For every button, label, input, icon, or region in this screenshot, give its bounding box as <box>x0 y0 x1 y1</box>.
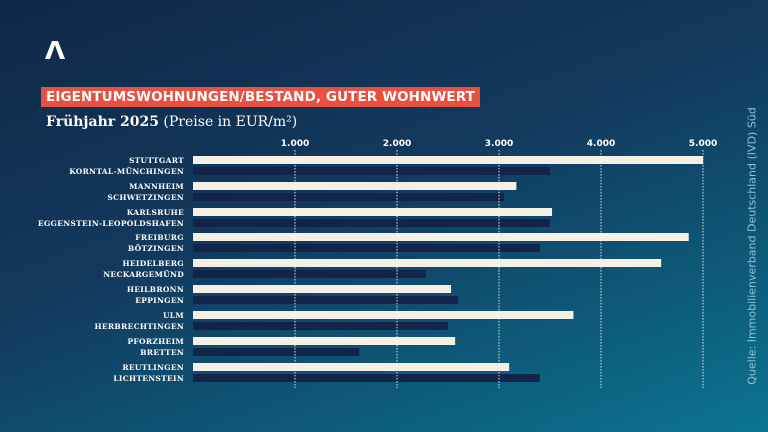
bar-label: HERBRECHTINGEN <box>94 322 184 331</box>
bar-label: REUTLINGEN <box>122 363 184 372</box>
bar-surrounding <box>193 270 426 278</box>
bar-surrounding <box>193 244 540 252</box>
bar-label: LICHTENSTEIN <box>113 374 184 383</box>
bar-city <box>193 363 510 371</box>
bar-label: BRETTEN <box>140 348 184 357</box>
bar-label: KARLSRUHE <box>127 208 184 217</box>
bar-surrounding <box>193 374 540 382</box>
bar-label: BÖTZINGEN <box>128 244 184 253</box>
bar-city <box>193 337 456 345</box>
x-tick-label: 3.000 <box>485 139 513 149</box>
bar-label: HEIDELBERG <box>123 259 185 268</box>
bar-city <box>193 311 574 319</box>
bar-label: HEILBRONN <box>127 285 184 294</box>
bar-label: EPPINGEN <box>135 296 184 305</box>
bar-surrounding <box>193 219 550 227</box>
bar-label: EGGENSTEIN-LEOPOLDSHAFEN <box>38 219 184 228</box>
chart-title: EIGENTUMSWOHNUNGEN/BESTAND, GUTER WOHNWE… <box>41 87 480 107</box>
bar-surrounding <box>193 296 459 304</box>
bar-city <box>193 156 703 164</box>
bar-city <box>193 285 452 293</box>
bar-city <box>193 182 517 190</box>
x-tick-label: 4.000 <box>587 139 615 149</box>
bar-surrounding <box>193 167 550 175</box>
x-tick-label: 2.000 <box>383 139 411 149</box>
subtitle-period: Frühjahr 2025 <box>46 114 159 130</box>
chart-subtitle: Frühjahr 2025 (Preise in EUR/m²) <box>46 114 297 130</box>
bar-surrounding <box>193 322 448 330</box>
logo-icon <box>45 41 65 59</box>
logo <box>44 40 66 64</box>
bar-label: FREIBURG <box>135 233 184 242</box>
bar-label: STUTTGART <box>129 156 184 165</box>
bar-city <box>193 233 689 241</box>
bar-city <box>193 259 662 267</box>
bar-label: PFORZHEIM <box>127 337 184 346</box>
bar-label: NECKARGEMÜND <box>103 270 184 279</box>
bar-surrounding <box>193 348 360 356</box>
subtitle-unit: (Preise in EUR/m²) <box>163 114 298 130</box>
bar-city <box>193 208 553 216</box>
bar-surrounding <box>193 193 505 201</box>
bar-label: KORNTAL-MÜNCHINGEN <box>69 167 184 176</box>
bar-label: SCHWETZINGEN <box>107 193 184 202</box>
x-tick-label: 1.000 <box>281 139 309 149</box>
x-tick-label: 5.000 <box>689 139 717 149</box>
bar-label: MANNHEIM <box>129 182 184 191</box>
bar-label: ULM <box>163 311 184 320</box>
